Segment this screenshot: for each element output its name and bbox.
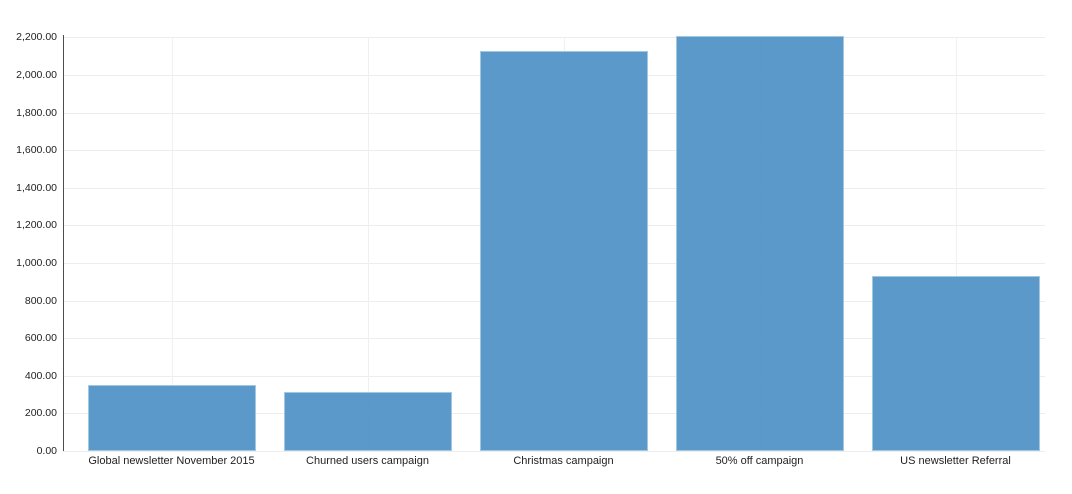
bar-3[interactable] xyxy=(479,50,648,451)
y-axis-tick-label: 1,000.00 xyxy=(16,257,57,269)
y-axis-line xyxy=(63,35,64,451)
y-axis-tick-label: 800.00 xyxy=(24,294,57,307)
y-axis-tick-label: 1,200.00 xyxy=(16,219,57,232)
x-axis-category-label: Churned users campaign xyxy=(306,455,429,467)
y-axis-tick-label: 1,400.00 xyxy=(16,181,57,194)
y-axis-tick-label: 200.00 xyxy=(24,407,57,420)
bar-1[interactable] xyxy=(87,384,256,451)
x-gridline xyxy=(171,37,173,451)
y-axis-tick-label: 2,000.00 xyxy=(16,69,57,81)
x-gridline xyxy=(367,37,369,451)
y-axis-tick-label: 0.00 xyxy=(36,445,57,457)
bar-4[interactable] xyxy=(675,36,844,451)
x-axis-category-label: Christmas campaign xyxy=(513,455,614,467)
y-axis-tick-label: 1,600.00 xyxy=(16,144,57,157)
x-gridline xyxy=(955,37,957,451)
y-axis-tick-label: 1,800.00 xyxy=(16,106,57,119)
x-axis-category-label: US newsletter Referral xyxy=(900,455,1011,467)
y-gridline xyxy=(63,37,1045,39)
x-axis-category-label: 50% off campaign xyxy=(715,455,804,467)
y-axis-tick-label: 600.00 xyxy=(24,332,57,345)
bar-5[interactable] xyxy=(871,275,1040,451)
x-axis-category-label: Global newsletter November 2015 xyxy=(88,455,255,467)
y-gridline xyxy=(63,451,1045,452)
y-axis-tick-label: 2,200.00 xyxy=(16,31,57,44)
y-axis-tick-label: 400.00 xyxy=(24,369,57,382)
bar-2[interactable] xyxy=(283,391,452,451)
